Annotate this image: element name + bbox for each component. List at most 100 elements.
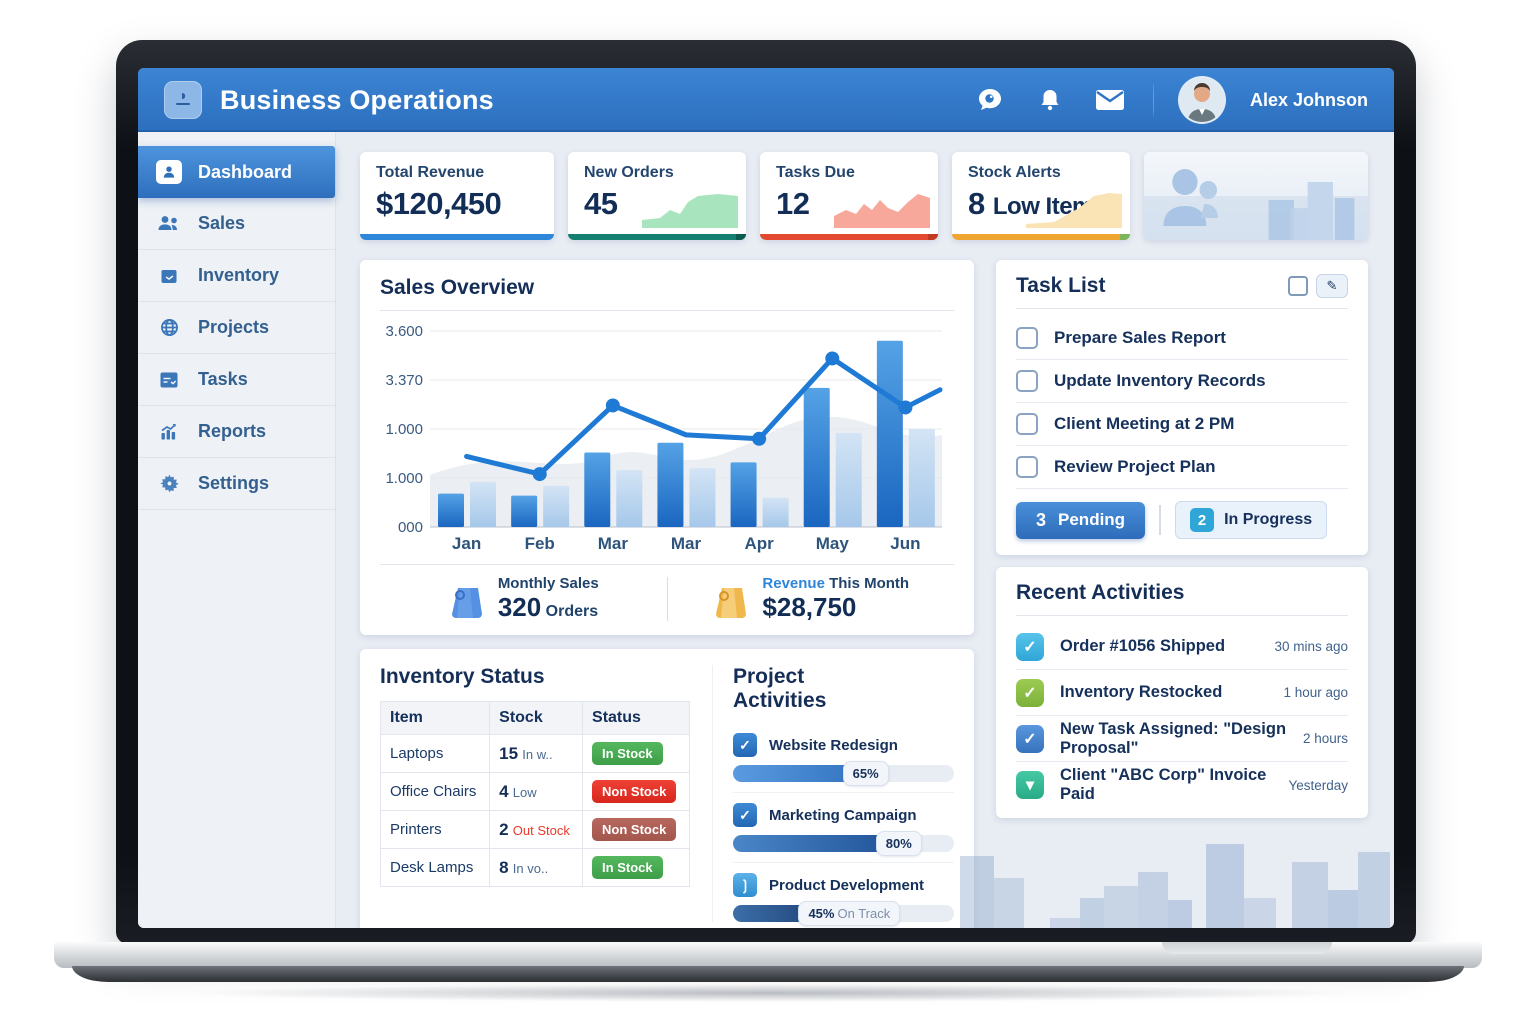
sidebar-item-tasks[interactable]: Tasks <box>138 354 335 406</box>
top-bar: Business Operations Alex Johnson <box>138 68 1394 132</box>
task-checkbox[interactable] <box>1016 456 1038 478</box>
sidebar-item-reports[interactable]: Reports <box>138 406 335 458</box>
activity-text: Order #1056 Shipped <box>1060 637 1226 655</box>
column-header: Status <box>582 701 690 735</box>
stock-cell: 4 Low <box>489 772 584 811</box>
inventory-table: Item Stock Status Laptops 15 In <box>379 701 690 887</box>
stat-card-new-orders[interactable]: New Orders 45 <box>568 152 746 240</box>
svg-text:Jan: Jan <box>452 534 481 553</box>
sidebar-item-projects[interactable]: Projects <box>138 302 335 354</box>
footer-stat-label: Revenue This Month <box>762 575 910 592</box>
monthly-sales-stat: Monthly Sales 320 Orders <box>380 575 667 623</box>
item-cell: Desk Lamps <box>379 848 491 887</box>
sidebar-item-settings[interactable]: Settings <box>138 458 335 510</box>
progress-label: 45% On Track <box>798 901 901 927</box>
activity-text: Inventory Restocked <box>1060 683 1223 701</box>
item-cell: Office Chairs <box>379 772 491 811</box>
box-icon <box>156 263 182 289</box>
status-cell: In Stock <box>582 734 690 773</box>
stock-cell: 15 In w.. <box>489 734 584 773</box>
stock-cell: 8 In vo.. <box>489 848 584 887</box>
notifications-bell-icon[interactable] <box>1033 83 1067 117</box>
stat-label: Total Revenue <box>376 164 485 181</box>
sparkline-chart <box>1026 193 1122 228</box>
user-avatar[interactable] <box>1179 78 1224 122</box>
in-progress-button[interactable]: 2 In Progress <box>1175 501 1328 539</box>
in-progress-label: In Progress <box>1224 511 1313 528</box>
stat-card-tasks-due[interactable]: Tasks Due 12 <box>760 152 938 240</box>
status-badge: In Stock <box>592 742 663 765</box>
accent-bar-tip <box>736 234 746 240</box>
sidebar-item-inventory[interactable]: Inventory <box>138 250 335 302</box>
laptop-base <box>54 942 1482 968</box>
checkbox-checked-icon: ✓ <box>733 733 757 758</box>
sidebar-item-dashboard[interactable]: Dashboard <box>138 146 335 198</box>
globe-icon <box>156 315 182 341</box>
divider <box>666 577 668 621</box>
task-checkbox[interactable] <box>1016 327 1038 349</box>
project-row: ✓ Marketing Campaign 80% <box>733 792 954 857</box>
sales-overview-title: Sales Overview <box>380 276 535 299</box>
project-activities-title: Project Activities <box>733 665 827 713</box>
task-checkbox[interactable] <box>1016 370 1038 392</box>
check-icon: ✓ <box>1016 678 1044 707</box>
sparkline-chart <box>834 194 930 228</box>
task-label: Client Meeting at 2 PM <box>1054 414 1235 433</box>
bar-chart-icon <box>156 419 182 445</box>
stat-value: 12 <box>776 186 810 221</box>
footer-stat-value: 320 <box>497 592 542 622</box>
page-title: Business Operations <box>220 84 494 115</box>
sidebar-item-label: Settings <box>198 473 270 493</box>
edit-button[interactable]: ✎ <box>1316 274 1348 298</box>
sidebar-item-label: Sales <box>198 213 246 233</box>
activity-row: ✓ Order #1056 Shipped 30 mins ago <box>1016 624 1348 670</box>
activity-time: Yesterday <box>1288 777 1348 793</box>
task-row: Prepare Sales Report <box>1016 317 1348 360</box>
sparkline-chart <box>642 194 738 228</box>
gear-icon <box>156 471 182 497</box>
sidebar-item-label: Inventory <box>198 265 280 285</box>
app-window: Business Operations Alex Johnson <box>138 68 1394 928</box>
accent-bar-tip <box>928 234 938 240</box>
progress-bar: 80% <box>733 831 954 857</box>
select-all-checkbox[interactable] <box>1288 276 1308 296</box>
task-list-title: Task List <box>1016 274 1106 297</box>
laptop-frame: Business Operations Alex Johnson <box>116 40 1416 944</box>
chat-icon[interactable] <box>973 83 1007 117</box>
table-row: Laptops 15 In w.. In Stock <box>379 734 690 773</box>
pending-button[interactable]: 3 Pending <box>1016 501 1146 539</box>
svg-text:000: 000 <box>398 519 423 536</box>
table-row: Printers 2 Out Stock Non Stock <box>379 810 690 849</box>
check-icon: ✓ <box>1016 724 1044 753</box>
task-checkbox[interactable] <box>1016 413 1038 435</box>
laptop-base-edge <box>72 966 1464 982</box>
progress-bar: 45% On Track <box>733 901 954 927</box>
sidebar-item-sales[interactable]: Sales <box>138 198 335 250</box>
progress-bar: 65% <box>733 761 954 787</box>
orders-bag-icon <box>451 588 482 618</box>
footer-stat-value: $28,750 <box>762 592 857 622</box>
progress-label: 65% <box>842 761 889 787</box>
main-content: Total Revenue $120,450 New Orders 45 Tas… <box>336 132 1394 928</box>
stat-value: 45 <box>584 186 618 221</box>
stat-card-total-revenue[interactable]: Total Revenue $120,450 <box>360 152 554 240</box>
project-row: ✓ Website Redesign 65% <box>733 723 954 787</box>
in-progress-count: 2 <box>1190 508 1215 532</box>
inventory-status-section: Inventory Status Item Stock Status <box>379 665 690 922</box>
stat-label: Stock Alerts <box>968 164 1061 181</box>
status-badge: Non Stock <box>592 780 677 803</box>
task-label: Prepare Sales Report <box>1054 328 1226 347</box>
activity-time: 1 hour ago <box>1283 685 1348 700</box>
people-icon <box>156 211 182 237</box>
header-divider <box>1152 83 1154 117</box>
mail-icon[interactable] <box>1093 83 1127 117</box>
footer-stat-label: Monthly Sales <box>497 575 599 592</box>
accent-bar <box>360 234 554 240</box>
user-name: Alex Johnson <box>1249 89 1368 110</box>
stat-card-decorative <box>1144 152 1368 240</box>
svg-text:May: May <box>816 534 850 553</box>
stat-card-stock-alerts[interactable]: Stock Alerts 8 Low Items <box>952 152 1130 240</box>
item-cell: Printers <box>379 810 491 849</box>
divider <box>1016 615 1348 616</box>
activity-row: ✓ Inventory Restocked 1 hour ago <box>1016 670 1348 716</box>
